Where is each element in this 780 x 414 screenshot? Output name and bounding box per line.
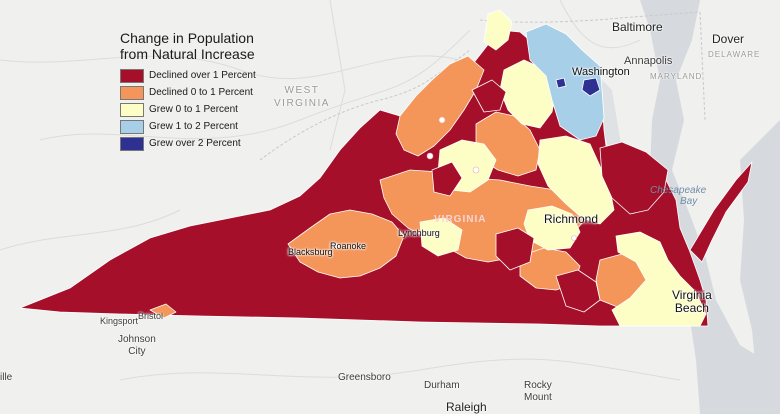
county-region-red-central bbox=[431, 161, 463, 197]
label-johnson-city: Johnson City bbox=[118, 334, 156, 358]
label-greensboro: Greensboro bbox=[338, 372, 391, 383]
county-region-red-easternshore bbox=[689, 161, 753, 263]
label-west-virginia: WEST VIRGINIA bbox=[274, 84, 330, 110]
legend-swatch bbox=[120, 119, 144, 134]
label-maryland: MARYLAND bbox=[650, 72, 703, 81]
legend-item: Declined over 1 Percent bbox=[120, 67, 270, 84]
legend-item: Grew 1 to 2 Percent bbox=[120, 118, 270, 135]
legend-label: Grew 1 to 2 Percent bbox=[149, 121, 238, 132]
legend-swatch bbox=[120, 102, 144, 117]
label-chesapeake-line1: Chesapeake bbox=[650, 185, 707, 196]
county-region-orange-west bbox=[287, 209, 405, 279]
label-durham: Durham bbox=[424, 380, 460, 391]
label-richmond: Richmond bbox=[544, 212, 599, 226]
county-region-red-southside bbox=[495, 227, 535, 271]
label-virginia-beach: Virginia Beach bbox=[672, 289, 712, 315]
legend-label: Grew 0 to 1 Percent bbox=[149, 104, 238, 115]
map-legend: Change in Population from Natural Increa… bbox=[120, 30, 270, 152]
label-bristol: Bristol bbox=[138, 311, 164, 321]
legend-label: Declined over 1 Percent bbox=[149, 70, 256, 81]
label-edge-ille: ille bbox=[0, 372, 13, 383]
basemap-lines bbox=[0, 0, 681, 381]
legend-item: Grew over 2 Percent bbox=[120, 135, 270, 152]
label-virginia-beach-line2: Beach bbox=[674, 301, 709, 315]
county-region-orange-north bbox=[395, 55, 485, 157]
county-region-darkblue-manassas bbox=[555, 77, 567, 89]
label-dover: Dover bbox=[712, 32, 745, 46]
county-region-red-northernneck bbox=[599, 141, 669, 215]
legend-swatch bbox=[120, 136, 144, 151]
label-annapolis: Annapolis bbox=[624, 55, 673, 67]
label-lynchburg: Lynchburg bbox=[398, 228, 440, 238]
label-virginia-beach-line1: Virginia bbox=[672, 288, 712, 302]
label-west-virginia-line2: VIRGINIA bbox=[274, 98, 330, 109]
label-washington: Washington bbox=[572, 66, 630, 78]
county-region-red-eastside bbox=[555, 269, 601, 313]
label-baltimore: Baltimore bbox=[612, 20, 663, 34]
label-virginia: VIRGINIA bbox=[434, 214, 487, 225]
legend-label: Declined 0 to 1 Percent bbox=[149, 87, 253, 98]
county-region-orange-bristol bbox=[149, 303, 177, 319]
label-johnson-city-line1: Johnson bbox=[118, 334, 156, 345]
legend-swatch bbox=[120, 85, 144, 100]
legend-title: Change in Population from Natural Increa… bbox=[120, 30, 255, 62]
label-chesapeake-line2: Bay bbox=[680, 196, 698, 207]
label-blacksburg: Blacksburg bbox=[288, 247, 333, 257]
label-west-virginia-line1: WEST bbox=[284, 85, 320, 96]
label-raleigh: Raleigh bbox=[446, 400, 487, 414]
city-outlines bbox=[332, 116, 577, 250]
legend-item: Grew 0 to 1 Percent bbox=[120, 101, 270, 118]
label-kingsport: Kingsport bbox=[100, 316, 139, 326]
county-region-yellow-lynchburg bbox=[419, 217, 463, 257]
virginia-counties[interactable] bbox=[19, 9, 753, 327]
county-region-yellow-east bbox=[537, 135, 615, 225]
legend-label: Grew over 2 Percent bbox=[149, 138, 241, 149]
label-johnson-city-line2: City bbox=[128, 346, 146, 357]
label-roanoke: Roanoke bbox=[330, 241, 367, 251]
legend-swatch bbox=[120, 68, 144, 83]
county-region-yellow-richmond bbox=[523, 205, 581, 251]
label-rocky-mount-line2: Mount bbox=[524, 392, 552, 403]
label-rocky-mount-line1: Rocky bbox=[524, 380, 552, 391]
label-rocky-mount: Rocky Mount bbox=[524, 380, 552, 404]
label-delaware: DELAWARE bbox=[708, 50, 761, 59]
legend-item: Declined 0 to 1 Percent bbox=[120, 84, 270, 101]
label-chesapeake: Chesapeake Bay bbox=[650, 185, 706, 207]
county-region-yellow-hampton bbox=[611, 231, 707, 327]
county-region-darkblue-arlington bbox=[581, 77, 601, 97]
county-region-yellow-topnorth bbox=[483, 9, 513, 51]
county-region-red-shenandoah bbox=[471, 79, 507, 113]
